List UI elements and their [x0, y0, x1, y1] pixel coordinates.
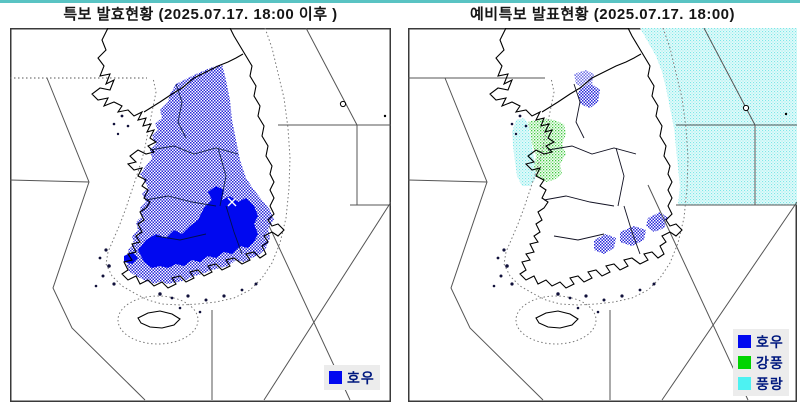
legend-item-heavy-rain: 호우 — [329, 367, 375, 388]
preliminary-warning-map — [408, 28, 797, 402]
legend-effective: 호우 — [324, 365, 380, 390]
wind-wave-swatch — [738, 377, 751, 390]
legend-preliminary: 호우 강풍 풍랑 — [733, 329, 789, 396]
wind-wave-label: 풍랑 — [756, 375, 784, 392]
station-x-marker — [227, 197, 237, 207]
strong-wind-swatch — [738, 356, 751, 369]
heavy-rain-swatch — [329, 371, 342, 384]
legend-item-strong-wind: 강풍 — [738, 352, 784, 373]
heavy-rain-label: 호우 — [347, 369, 375, 386]
heavy-rain-preliminary-patches — [574, 70, 668, 254]
left-map-title: 특보 발효현황 (2025.07.17. 18:00 이후 ) — [63, 6, 338, 23]
dokdo-island — [784, 112, 788, 116]
ulleungdo-island — [742, 104, 750, 112]
wind-wave-west-coast-area — [512, 118, 536, 186]
heavy-rain-label: 호우 — [756, 333, 784, 350]
sea-zone-lines — [408, 28, 797, 401]
ulleungdo-island — [339, 100, 347, 108]
effective-warning-map — [10, 28, 391, 402]
top-accent-bar — [0, 0, 800, 3]
heavy-rain-warning-area — [138, 186, 258, 268]
strong-wind-label: 강풍 — [756, 354, 784, 371]
heavy-rain-swatch — [738, 335, 751, 348]
legend-item-heavy-rain: 호우 — [738, 331, 784, 352]
sea-zone-lines — [10, 28, 391, 401]
dokdo-island — [383, 114, 387, 118]
legend-item-wind-wave: 풍랑 — [738, 373, 784, 394]
right-map-title: 예비특보 발표현황 (2025.07.17. 18:00) — [470, 6, 735, 23]
wind-wave-east-sea-area — [640, 28, 797, 205]
